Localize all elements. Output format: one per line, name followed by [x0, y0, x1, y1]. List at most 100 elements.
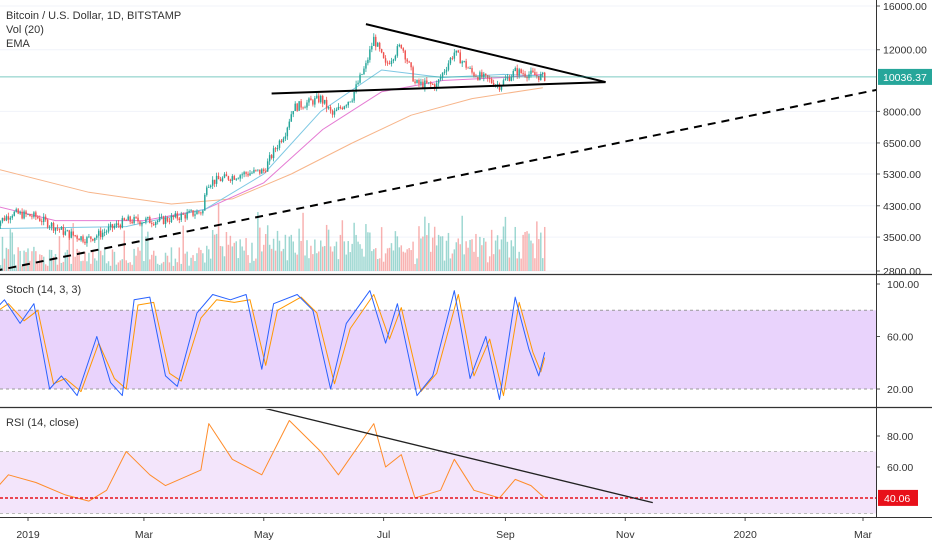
candle-body: [479, 72, 481, 80]
volume-bar: [58, 236, 61, 271]
time-axis[interactable]: 2019 Mar May Jul Sep Nov 2020 Mar: [16, 517, 873, 541]
trendlines: [0, 23, 876, 271]
price-pane[interactable]: Bitcoin / U.S. Dollar, 1D, BITSTAMP Vol …: [0, 1, 932, 278]
volume-bar: [261, 251, 263, 271]
candle-body: [237, 178, 239, 180]
candle-body: [390, 60, 393, 64]
candle-body: [208, 186, 210, 188]
volume-bar: [526, 231, 528, 271]
volume-bar: [373, 249, 375, 271]
volume-bar: [433, 226, 436, 271]
volume-bar: [139, 250, 141, 271]
volume-bar: [449, 258, 452, 271]
volume-bar: [198, 247, 200, 271]
volume-bar: [392, 250, 395, 271]
candle-body: [192, 210, 194, 216]
volume-bar: [166, 255, 169, 271]
candle-body: [88, 236, 90, 238]
rsi-axis[interactable]: 80.00 60.00 40.06: [876, 431, 918, 506]
volume-bar: [355, 234, 357, 271]
volume-bar: [333, 246, 336, 271]
candle-body: [394, 55, 397, 60]
candle-body: [536, 75, 538, 77]
volume-bar: [339, 234, 342, 271]
volume-bar: [522, 234, 524, 271]
candle-body: [3, 217, 6, 221]
candle-body: [428, 82, 430, 84]
volume-bar: [101, 255, 104, 271]
candle-body: [433, 84, 436, 89]
rsi-band-fill: [0, 451, 876, 514]
volume-bar: [76, 248, 78, 271]
rsi-pane[interactable]: RSI (14, close) 80.00 60.00 40.06: [0, 408, 918, 514]
rsi-band: [0, 451, 876, 514]
candle-body: [416, 80, 418, 83]
volume-bar: [137, 247, 139, 271]
candle-body: [127, 216, 129, 221]
volume-bar: [27, 248, 29, 271]
candle-body: [508, 77, 511, 81]
volume-bar: [453, 249, 456, 271]
candle-body: [66, 230, 69, 232]
candle-body: [76, 235, 78, 239]
price-tick-label: 16000.00: [883, 1, 927, 13]
rsi-value-tag: [878, 489, 918, 506]
time-tick-label: May: [254, 529, 275, 541]
candle-body: [337, 106, 340, 110]
candle-body: [333, 111, 336, 115]
volume-bar: [488, 256, 491, 271]
stoch-axis[interactable]: 100.00 60.00 20.00: [876, 279, 919, 396]
candle-body: [107, 227, 110, 232]
candle-body: [274, 148, 277, 150]
volume-bar: [402, 251, 404, 271]
candle-body: [518, 69, 520, 76]
candle-body: [21, 211, 23, 219]
volume-bar: [92, 250, 94, 271]
volume-bar: [371, 251, 373, 271]
volume-bar: [345, 254, 348, 271]
candle-body: [123, 218, 126, 220]
candle-body: [137, 217, 139, 222]
ema-slow-line: [0, 87, 543, 205]
candle-body: [84, 241, 86, 244]
volume-bar: [512, 246, 515, 271]
candle-body: [404, 50, 406, 60]
candle-body: [9, 217, 12, 220]
candle-body: [388, 63, 391, 65]
volume-bar: [23, 250, 25, 271]
candle-body: [320, 95, 322, 103]
candle-body: [294, 103, 296, 112]
candle-body: [451, 57, 454, 59]
candle-body: [331, 110, 334, 115]
candle-body: [92, 238, 94, 241]
candle-body: [392, 59, 395, 61]
candle-body: [82, 236, 84, 242]
candle-body: [343, 106, 346, 110]
price-tick-label: 2800.00: [883, 266, 921, 278]
candle-body: [261, 169, 263, 174]
candle-body: [347, 101, 349, 106]
volume-bar: [170, 247, 173, 271]
rsi-trendline: [264, 409, 653, 504]
price-pane-title: Bitcoin / U.S. Dollar, 1D, BITSTAMP: [6, 10, 181, 22]
candle-body: [176, 213, 179, 219]
volume-bar: [323, 245, 326, 271]
candle-body: [367, 59, 369, 64]
candle-body: [223, 174, 226, 178]
volume-bar: [469, 239, 471, 271]
stoch-pane[interactable]: Stoch (14, 3, 3) 100.00 60.00 20.00: [0, 279, 919, 400]
candle-body: [296, 103, 298, 111]
volume-bar: [113, 251, 116, 271]
volume-bar: [251, 242, 253, 271]
price-axis[interactable]: 16000.00 12000.00 10036.37 8000.00 6500.00 53…: [876, 1, 932, 278]
candle-body: [56, 227, 59, 229]
candle-body: [39, 218, 41, 222]
candle-body: [286, 127, 289, 137]
volume-bar: [538, 239, 540, 271]
ema-indicator-label: EMA: [6, 38, 31, 50]
volume-bar: [404, 252, 406, 271]
volume-bar: [321, 246, 324, 271]
candle-body: [439, 77, 442, 80]
volume-bar: [280, 251, 283, 271]
candle-body: [290, 114, 293, 122]
